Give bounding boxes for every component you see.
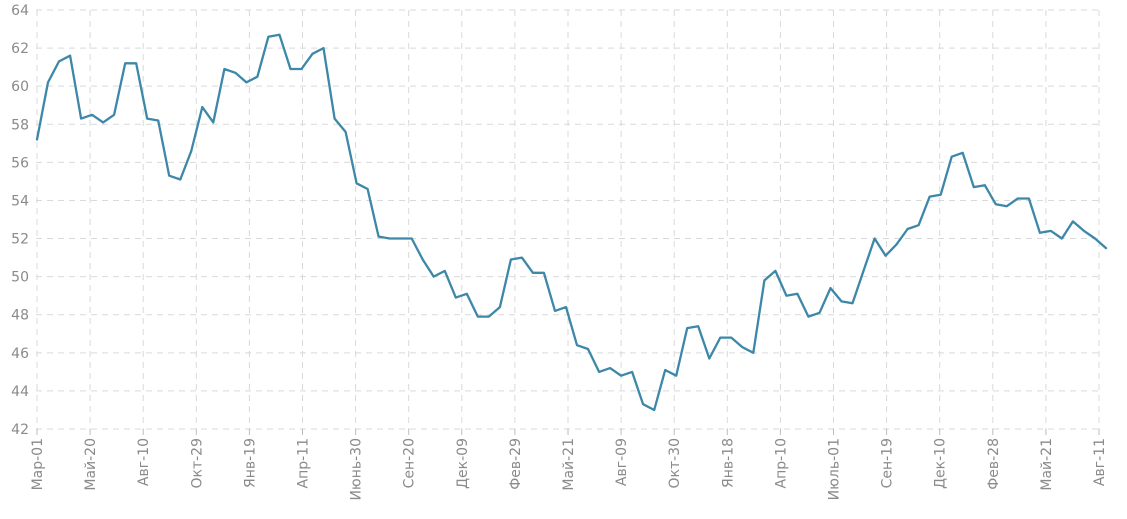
- y-tick-label: 48: [11, 308, 29, 324]
- x-tick-label: Май-21: [1039, 438, 1055, 491]
- x-tick-label: Май-21: [561, 438, 577, 491]
- x-tick-label: Окт-29: [189, 438, 205, 489]
- x-tick-label: Июнь-30: [349, 438, 365, 501]
- x-tick-label: Сен-20: [402, 438, 418, 488]
- x-tick-label: Мар-01: [30, 438, 46, 490]
- y-tick-label: 44: [11, 384, 29, 400]
- y-tick-label: 42: [11, 422, 29, 438]
- x-tick-label: Янв-19: [242, 438, 258, 488]
- y-tick-label: 56: [11, 155, 29, 171]
- x-tick-label: Сен-19: [880, 438, 896, 488]
- x-tick-label: Дек-09: [455, 438, 471, 489]
- x-tick-label: Апр-11: [296, 438, 312, 488]
- y-tick-label: 50: [11, 270, 29, 286]
- x-tick-label: Янв-18: [720, 438, 736, 488]
- x-tick-label: Фев-28: [986, 438, 1002, 490]
- x-tick-label: Июль-01: [827, 438, 843, 500]
- y-tick-label: 54: [11, 193, 29, 209]
- x-tick-label: Авг-11: [1092, 438, 1108, 486]
- y-tick-label: 62: [11, 41, 29, 57]
- x-tick-label: Авг-10: [136, 438, 152, 486]
- series-line: [35, 33, 1108, 412]
- x-tick-label: Май-20: [83, 438, 99, 491]
- y-tick-label: 58: [11, 117, 29, 133]
- x-tick-label: Апр-10: [773, 438, 789, 488]
- y-tick-label: 64: [11, 3, 29, 19]
- x-tick-label: Окт-30: [667, 438, 683, 489]
- y-tick-label: 52: [11, 232, 29, 248]
- x-tick-label: Фев-29: [508, 438, 524, 490]
- y-tick-label: 46: [11, 346, 29, 362]
- x-tick-label: Авг-09: [614, 438, 630, 486]
- y-tick-label: 60: [11, 79, 29, 95]
- x-tick-label: Дек-10: [933, 438, 949, 489]
